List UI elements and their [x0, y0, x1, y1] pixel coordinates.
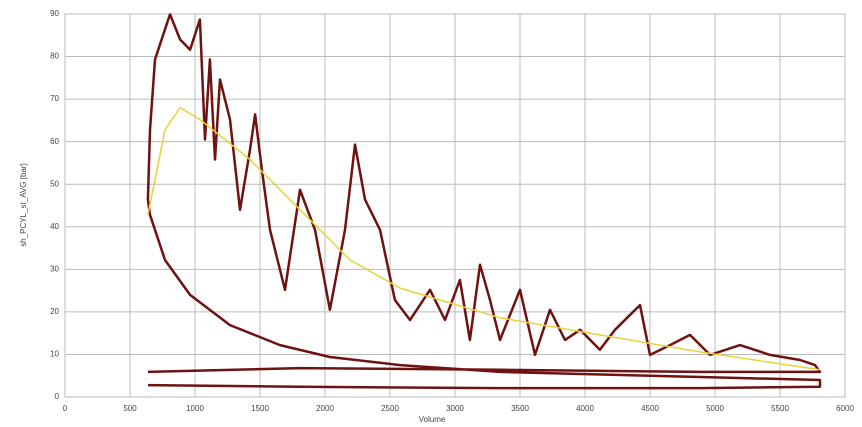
x-tick-label: 3500: [511, 404, 529, 413]
y-tick-label: 40: [50, 222, 59, 231]
y-tick-label: 10: [50, 350, 59, 359]
x-tick-label: 500: [123, 404, 137, 413]
series-line: [147, 106, 821, 371]
y-tick-label: 0: [55, 392, 60, 401]
x-tick-label: 5500: [771, 404, 789, 413]
y-tick-label: 70: [50, 94, 59, 103]
y-tick-label: 20: [50, 307, 59, 316]
x-tick-label: 1000: [186, 404, 204, 413]
x-tick-label: 6000: [836, 404, 854, 413]
y-tick-label: 60: [50, 137, 59, 146]
x-tick-label: 0: [63, 404, 68, 413]
x-tick-label: 2000: [316, 404, 334, 413]
x-tick-label: 5000: [706, 404, 724, 413]
y-tick-label: 90: [50, 9, 59, 18]
y-tick-label: 30: [50, 264, 59, 273]
y-tick-label: 80: [50, 52, 59, 61]
series-line: [146, 13, 822, 390]
y-tick-label: 50: [50, 179, 59, 188]
x-tick-label: 4000: [576, 404, 594, 413]
x-tick-label: 3000: [446, 404, 464, 413]
x-tick-label: 1500: [251, 404, 269, 413]
y-axis-label: sh_PCYL_st_AVG [bar]: [19, 163, 28, 246]
x-tick-label: 4500: [641, 404, 659, 413]
x-axis-label: Volume: [419, 415, 446, 424]
x-tick-label: 2500: [381, 404, 399, 413]
